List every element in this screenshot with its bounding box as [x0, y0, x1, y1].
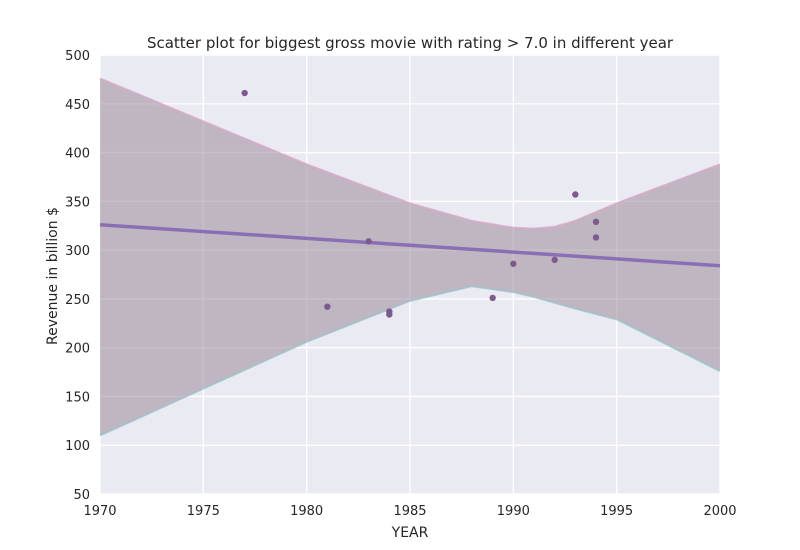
- confidence-band-lower-edge: [99, 285, 721, 437]
- data-point: [386, 311, 393, 318]
- data-point: [572, 191, 579, 198]
- y-axis-ticks: 50 100 150 200 250 300 350 400 450 500: [65, 49, 90, 503]
- x-tick-label: 1995: [600, 504, 633, 519]
- x-tick-label: 1980: [290, 504, 323, 519]
- y-tick-label: 50: [73, 488, 90, 503]
- y-axis-label: Revenue in billion $: [45, 207, 61, 345]
- data-point: [241, 89, 248, 97]
- grid: [99, 54, 721, 495]
- data-point: [551, 256, 558, 264]
- x-axis-ticks: 1970 1975 1980 1985 1990 1995 2000: [83, 504, 736, 519]
- x-tick-label: 1975: [187, 504, 220, 519]
- chart-title: Scatter plot for biggest gross movie wit…: [147, 34, 674, 52]
- y-tick-label: 450: [65, 98, 90, 113]
- data-point: [365, 238, 372, 245]
- data-point: [592, 218, 600, 226]
- y-tick-label: 400: [65, 147, 90, 162]
- x-tick-label: 1985: [393, 504, 426, 519]
- data-point: [510, 260, 517, 267]
- y-tick-label: 150: [65, 390, 90, 405]
- confidence-band-upper-edge: [99, 77, 721, 230]
- y-tick-label: 350: [65, 195, 90, 210]
- y-tick-label: 100: [65, 439, 90, 454]
- confidence-band-layer: [99, 77, 721, 437]
- points-layer: [241, 89, 600, 318]
- y-tick-label: 200: [65, 342, 90, 357]
- x-tick-label: 1970: [83, 504, 116, 519]
- data-point: [324, 303, 331, 310]
- data-point: [489, 294, 496, 302]
- x-tick-label: 2000: [703, 504, 736, 519]
- x-tick-label: 1990: [497, 504, 530, 519]
- data-point: [592, 234, 600, 241]
- regression-line-layer: [99, 223, 721, 268]
- y-tick-label: 250: [65, 293, 90, 308]
- y-tick-label: 300: [65, 244, 90, 259]
- regression-line: [99, 223, 721, 268]
- x-axis-label: YEAR: [391, 525, 429, 541]
- y-tick-label: 500: [65, 49, 90, 64]
- confidence-band: [100, 78, 720, 436]
